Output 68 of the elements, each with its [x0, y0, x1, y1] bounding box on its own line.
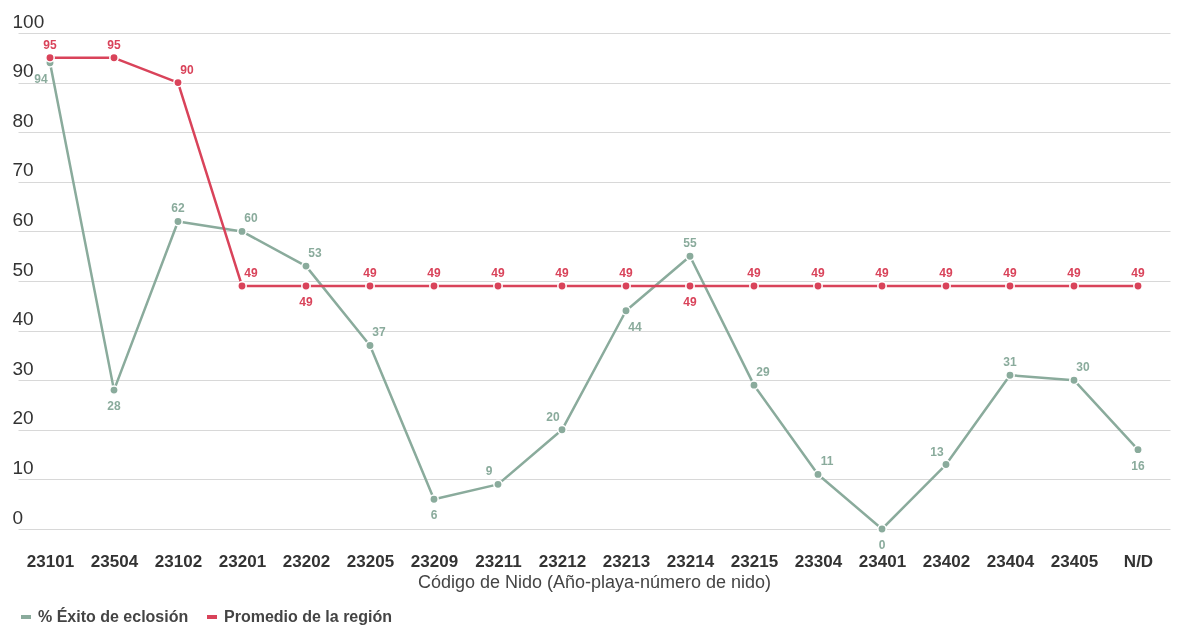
data-label: 49 — [244, 265, 258, 280]
x-tick-label: 23405 — [1050, 551, 1099, 571]
data-label: 55 — [683, 236, 697, 251]
y-tick-label: 40 — [12, 308, 34, 330]
data-label: 49 — [811, 265, 825, 280]
data-label: 53 — [308, 246, 322, 261]
data-label: 29 — [756, 365, 770, 380]
data-label: 0 — [878, 538, 886, 552]
data-label: 95 — [107, 37, 121, 52]
data-label: 28 — [107, 399, 121, 414]
data-label: 16 — [1131, 458, 1145, 473]
y-tick-label: 50 — [12, 258, 34, 280]
data-label: 62 — [171, 201, 185, 216]
data-label: 49 — [683, 294, 697, 309]
x-tick-label: 23402 — [922, 551, 971, 571]
data-label: 94 — [34, 71, 48, 86]
x-tick-label: 23212 — [538, 551, 587, 571]
y-tick-label: 10 — [12, 456, 34, 478]
y-tick-label: 60 — [12, 208, 34, 230]
data-label: 37 — [372, 325, 386, 340]
data-label: 20 — [546, 409, 560, 424]
y-tick-label: 20 — [12, 407, 34, 429]
x-tick-label: 23213 — [602, 551, 651, 571]
x-tick-label: 23215 — [730, 551, 779, 571]
data-label: 49 — [299, 294, 313, 309]
data-label: 90 — [180, 62, 194, 77]
data-label: 49 — [427, 265, 441, 280]
data-label: 49 — [619, 265, 633, 280]
data-label: 11 — [820, 454, 834, 469]
x-tick-label: 23401 — [858, 551, 907, 571]
data-label: 44 — [628, 319, 642, 334]
legend-label: Promedio de la región — [224, 608, 393, 625]
x-tick-label: 23209 — [410, 551, 459, 571]
x-tick-label: 23205 — [346, 551, 395, 571]
data-label: 49 — [555, 265, 569, 280]
data-label: 49 — [491, 265, 505, 280]
data-label: 31 — [1003, 355, 1017, 370]
x-tick-label: 23102 — [154, 551, 203, 571]
legend-label: % Éxito de eclosión — [38, 607, 189, 625]
data-label: 49 — [747, 265, 761, 280]
y-tick-label: 30 — [12, 357, 34, 379]
y-tick-label: 90 — [12, 60, 34, 82]
data-label: 13 — [930, 444, 944, 459]
y-tick-label: 80 — [12, 109, 34, 131]
data-label: 9 — [485, 464, 493, 479]
x-tick-label: 23404 — [986, 551, 1035, 571]
data-label: 6 — [430, 508, 438, 523]
data-label: 49 — [1003, 265, 1017, 280]
x-tick-label: 23214 — [666, 551, 715, 571]
x-tick-label: 23101 — [26, 551, 75, 571]
y-tick-label: 0 — [12, 506, 24, 528]
data-label: 49 — [1131, 265, 1145, 280]
x-tick-label: 23304 — [794, 551, 843, 571]
data-label: 49 — [875, 265, 889, 280]
x-tick-label: 23504 — [90, 551, 139, 571]
x-tick-label: N/D — [1123, 551, 1154, 571]
y-tick-label: 70 — [12, 159, 34, 181]
x-tick-label: 23202 — [282, 551, 331, 571]
x-tick-label: 23211 — [475, 551, 522, 571]
x-axis-title: Código de Nido (Año-playa-número de nido) — [417, 571, 772, 592]
data-label: 49 — [1067, 265, 1081, 280]
y-tick-label: 100 — [12, 10, 45, 32]
data-label: 49 — [939, 265, 953, 280]
data-label: 30 — [1076, 360, 1090, 375]
data-label: 60 — [244, 211, 258, 226]
x-tick-label: 23201 — [218, 551, 267, 571]
data-label: 49 — [363, 265, 377, 280]
data-label: 95 — [43, 37, 57, 52]
